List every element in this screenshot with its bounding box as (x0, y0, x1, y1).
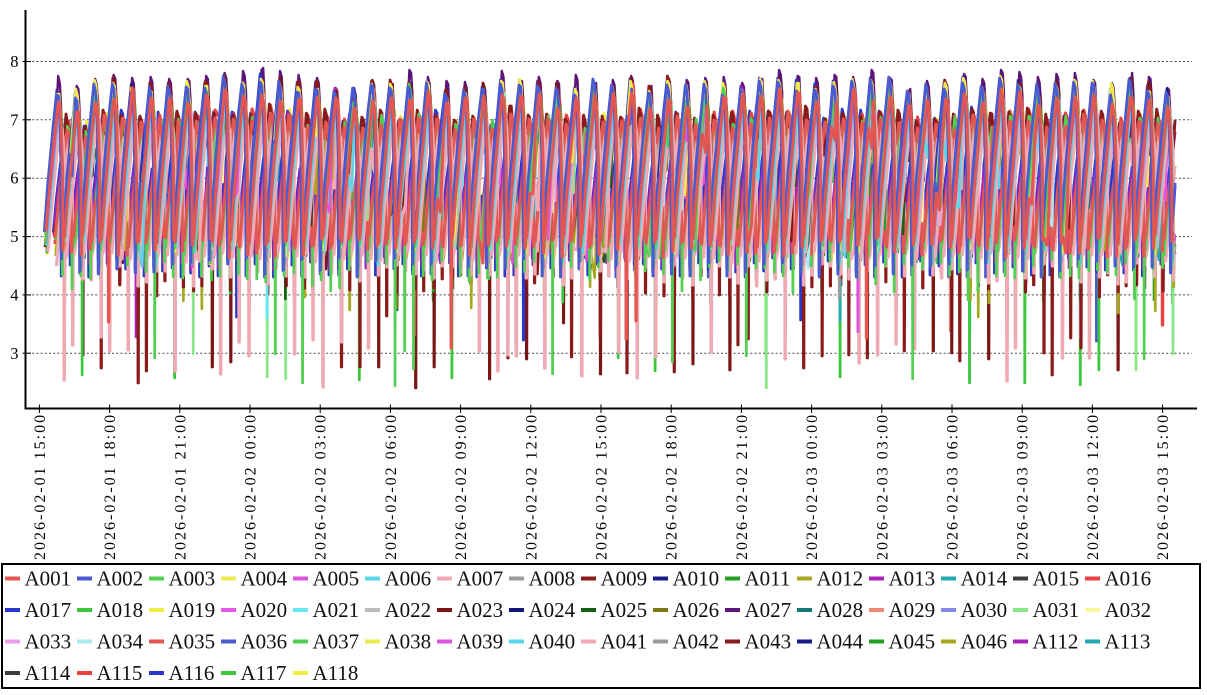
svg-text:A037: A037 (313, 630, 360, 654)
svg-text:2026-02-02 21:00: 2026-02-02 21:00 (734, 413, 751, 560)
svg-text:A021: A021 (313, 598, 360, 622)
svg-text:A033: A033 (25, 630, 72, 654)
svg-text:A014: A014 (961, 567, 1008, 591)
svg-text:A004: A004 (241, 567, 288, 591)
svg-text:A034: A034 (97, 630, 144, 654)
svg-text:A031: A031 (1033, 598, 1080, 622)
svg-text:A032: A032 (1105, 598, 1152, 622)
svg-text:2026-02-03 06:00: 2026-02-03 06:00 (945, 413, 962, 560)
svg-text:A005: A005 (313, 567, 360, 591)
svg-text:A006: A006 (385, 567, 432, 591)
svg-text:A036: A036 (241, 630, 288, 654)
svg-text:2026-02-02 12:00: 2026-02-02 12:00 (523, 413, 540, 560)
svg-text:A040: A040 (529, 630, 576, 654)
svg-text:A013: A013 (889, 567, 936, 591)
svg-text:A009: A009 (601, 567, 648, 591)
svg-text:2026-02-03 00:00: 2026-02-03 00:00 (804, 413, 821, 560)
svg-text:A016: A016 (1105, 567, 1152, 591)
svg-text:A025: A025 (601, 598, 648, 622)
svg-text:A012: A012 (817, 567, 864, 591)
svg-text:6: 6 (10, 169, 18, 188)
svg-text:2026-02-02 15:00: 2026-02-02 15:00 (594, 413, 611, 560)
svg-text:A117: A117 (241, 661, 287, 685)
svg-text:2026-02-02 18:00: 2026-02-02 18:00 (664, 413, 681, 560)
svg-text:A017: A017 (25, 598, 72, 622)
svg-text:A114: A114 (25, 661, 71, 685)
svg-text:2026-02-03 12:00: 2026-02-03 12:00 (1085, 413, 1102, 560)
svg-text:A046: A046 (961, 630, 1008, 654)
svg-text:A042: A042 (673, 630, 720, 654)
svg-text:5: 5 (10, 227, 18, 246)
svg-text:2026-02-02 03:00: 2026-02-02 03:00 (313, 413, 330, 560)
svg-text:A020: A020 (241, 598, 288, 622)
svg-text:4: 4 (10, 285, 18, 304)
svg-text:3: 3 (10, 344, 18, 363)
svg-text:A027: A027 (745, 598, 792, 622)
svg-text:A015: A015 (1033, 567, 1080, 591)
svg-text:2026-02-02 00:00: 2026-02-02 00:00 (243, 413, 260, 560)
svg-text:2026-02-01 21:00: 2026-02-01 21:00 (172, 413, 189, 560)
svg-text:A002: A002 (97, 567, 144, 591)
svg-text:A011: A011 (745, 567, 791, 591)
svg-text:A028: A028 (817, 598, 864, 622)
svg-text:A007: A007 (457, 567, 504, 591)
svg-text:A118: A118 (313, 661, 359, 685)
svg-text:2026-02-03 15:00: 2026-02-03 15:00 (1155, 413, 1172, 560)
svg-text:A010: A010 (673, 567, 720, 591)
svg-text:A019: A019 (169, 598, 216, 622)
svg-text:A026: A026 (673, 598, 720, 622)
svg-text:A024: A024 (529, 598, 576, 622)
svg-text:2026-02-01 18:00: 2026-02-01 18:00 (102, 413, 119, 560)
svg-text:A112: A112 (1033, 630, 1079, 654)
svg-text:A045: A045 (889, 630, 936, 654)
svg-text:A115: A115 (97, 661, 143, 685)
svg-text:2026-02-02 06:00: 2026-02-02 06:00 (383, 413, 400, 560)
svg-text:2026-02-02 09:00: 2026-02-02 09:00 (453, 413, 470, 560)
svg-text:A022: A022 (385, 598, 432, 622)
svg-text:A001: A001 (25, 567, 72, 591)
svg-text:A113: A113 (1105, 630, 1151, 654)
svg-text:A030: A030 (961, 598, 1008, 622)
svg-text:A116: A116 (169, 661, 215, 685)
svg-text:A041: A041 (601, 630, 648, 654)
svg-text:A003: A003 (169, 567, 216, 591)
svg-text:2026-02-03 03:00: 2026-02-03 03:00 (874, 413, 891, 560)
svg-text:A038: A038 (385, 630, 432, 654)
svg-text:2026-02-03 09:00: 2026-02-03 09:00 (1015, 413, 1032, 560)
svg-text:7: 7 (10, 110, 18, 129)
svg-text:8: 8 (10, 52, 18, 71)
svg-text:2026-02-01 15:00: 2026-02-01 15:00 (32, 413, 49, 560)
svg-text:A023: A023 (457, 598, 504, 622)
svg-text:A029: A029 (889, 598, 936, 622)
svg-text:A008: A008 (529, 567, 576, 591)
svg-text:A043: A043 (745, 630, 792, 654)
svg-text:A018: A018 (97, 598, 144, 622)
svg-text:A044: A044 (817, 630, 864, 654)
svg-text:A039: A039 (457, 630, 504, 654)
svg-text:A035: A035 (169, 630, 216, 654)
